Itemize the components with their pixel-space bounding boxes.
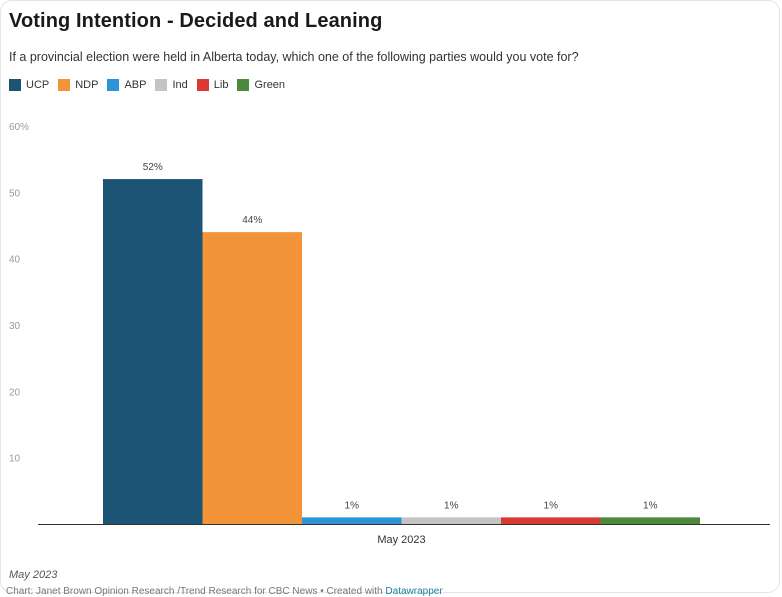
- legend-swatch-ind: [155, 79, 168, 91]
- footer-credit-text: Chart: Janet Brown Opinion Research /Tre…: [6, 586, 386, 597]
- bar-ind: [401, 517, 501, 524]
- y-tick-label-60: 60%: [9, 122, 29, 133]
- legend-swatch-abp: [107, 79, 120, 91]
- legend-item-green: Green: [237, 79, 285, 91]
- legend-label-ind: Ind: [172, 79, 188, 91]
- legend-swatch-lib: [196, 79, 209, 91]
- bar-ndp: [202, 232, 302, 524]
- data-label-green: 1%: [643, 500, 658, 511]
- legend: UCP NDP ABP Ind Lib Green: [9, 79, 294, 91]
- y-tick-label-40: 40: [9, 255, 21, 266]
- legend-label-abp: ABP: [124, 79, 147, 91]
- bar-abp: [302, 517, 402, 524]
- legend-item-lib: Lib: [196, 79, 229, 91]
- footer-date: May 2023: [9, 569, 58, 581]
- data-label-ndp: 44%: [242, 215, 262, 226]
- legend-swatch-green: [237, 79, 250, 91]
- y-tick-label-10: 10: [9, 454, 21, 465]
- chart-title: Voting Intention - Decided and Leaning: [9, 10, 383, 32]
- legend-label-green: Green: [254, 79, 286, 91]
- legend-item-ucp: UCP: [9, 79, 49, 91]
- bar-lib: [501, 517, 601, 524]
- legend-label-lib: Lib: [213, 79, 229, 91]
- legend-item-ndp: NDP: [58, 79, 98, 91]
- y-tick-label-50: 50: [9, 188, 21, 199]
- x-category-label: May 2023: [377, 534, 425, 546]
- legend-label-ucp: UCP: [26, 79, 50, 91]
- data-label-abp: 1%: [345, 500, 360, 511]
- legend-item-abp: ABP: [107, 79, 146, 91]
- datawrapper-link[interactable]: Datawrapper: [385, 586, 443, 597]
- bar-chart: 10 20 30 40 50 60% 52% 44% 1% 1% 1% 1% May 2023: [9, 122, 770, 546]
- data-label-ucp: 52%: [143, 162, 163, 173]
- y-tick-label-20: 20: [9, 387, 21, 398]
- footer-credit: Chart: Janet Brown Opinion Research /Tre…: [6, 586, 443, 597]
- legend-item-ind: Ind: [155, 79, 188, 91]
- chart-subtitle: If a provincial election were held in Al…: [9, 50, 579, 64]
- data-label-lib: 1%: [544, 500, 559, 511]
- bar-ucp: [103, 179, 203, 525]
- legend-swatch-ucp: [9, 79, 21, 91]
- bar-green: [600, 517, 700, 524]
- y-tick-label-30: 30: [9, 321, 21, 332]
- legend-swatch-ndp: [58, 79, 71, 91]
- data-label-ind: 1%: [444, 500, 459, 511]
- legend-label-ndp: NDP: [75, 79, 99, 91]
